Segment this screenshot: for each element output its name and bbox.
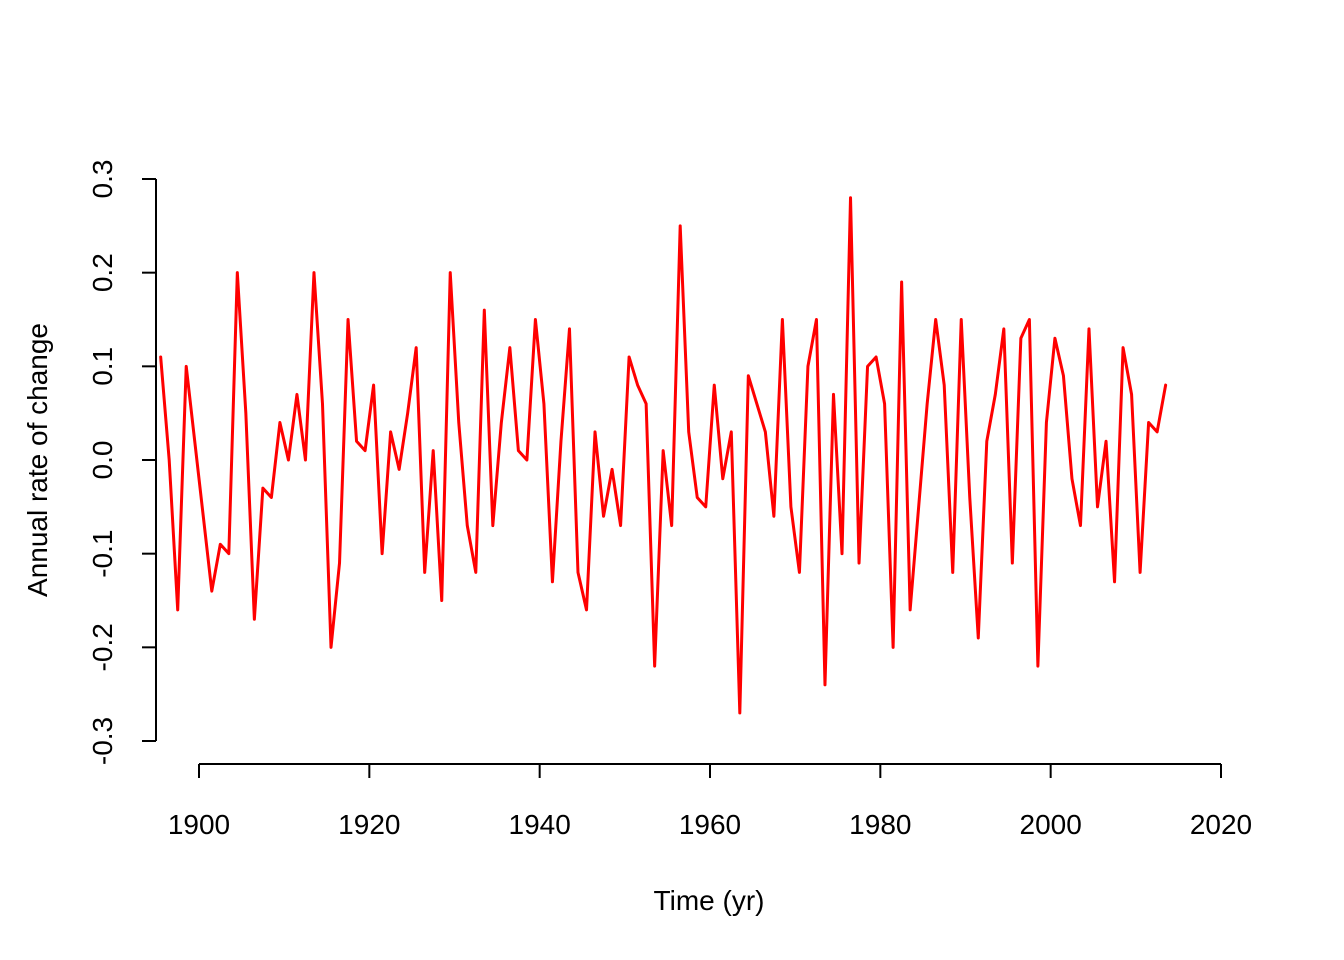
x-axis: 1900 1920 1940 1960 1980 2000 2020 [168, 763, 1252, 840]
y-tick-label: 0.1 [87, 347, 118, 386]
x-tick-label: 1980 [849, 809, 911, 840]
y-tick-label: 0.3 [87, 160, 118, 199]
x-tick-label: 2020 [1190, 809, 1252, 840]
y-tick-label: -0.2 [87, 623, 118, 671]
y-tick-label: -0.3 [87, 717, 118, 765]
x-tick-label: 1960 [679, 809, 741, 840]
x-tick-label: 1940 [509, 809, 571, 840]
y-axis: -0.3 -0.2 -0.1 0.0 0.1 0.2 0.3 [87, 160, 157, 765]
y-tick-label: 0.2 [87, 253, 118, 292]
x-tick-label: 2000 [1020, 809, 1082, 840]
x-axis-title: Time (yr) [654, 885, 765, 916]
x-tick-label: 1920 [338, 809, 400, 840]
y-tick-label: 0.0 [87, 441, 118, 480]
series-line [159, 196, 1168, 715]
series-layer [159, 196, 1168, 715]
x-tick-label: 1900 [168, 809, 230, 840]
y-tick-label: -0.1 [87, 530, 118, 578]
y-axis-title: Annual rate of change [22, 323, 53, 597]
